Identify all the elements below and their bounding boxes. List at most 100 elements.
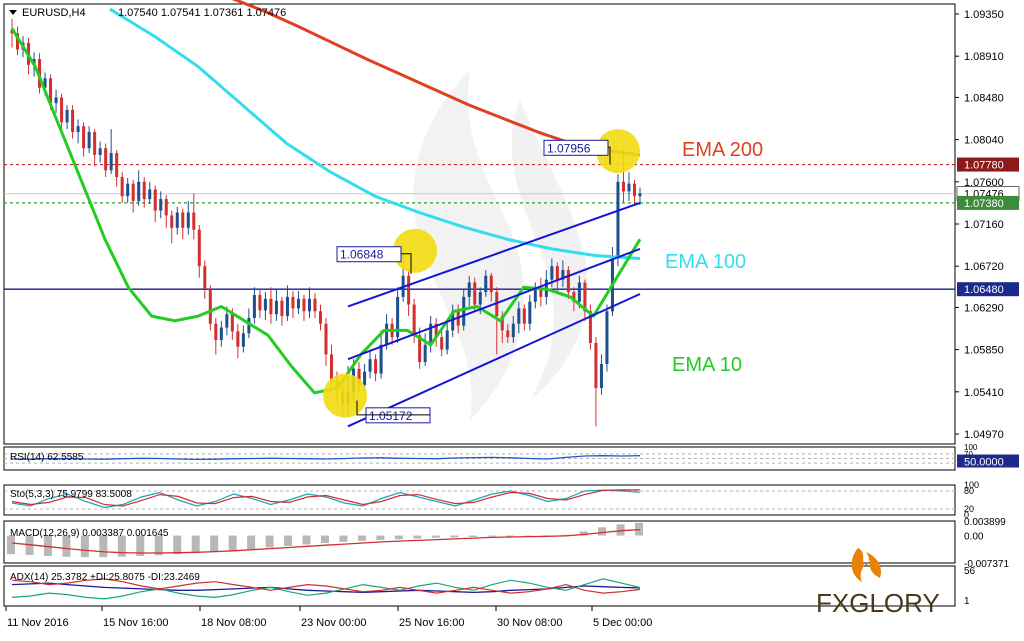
- macd-histogram-bar: [505, 535, 514, 537]
- time-axis-label: 11 Nov 2016: [7, 617, 69, 629]
- candle-body: [225, 314, 229, 328]
- candle-body: [632, 183, 637, 197]
- candle-body: [588, 311, 592, 343]
- macd-histogram-bar: [7, 535, 15, 555]
- rsi-line: [11, 455, 641, 461]
- annotation-label: 1.05172: [369, 409, 413, 423]
- price-axis-tick-label: 1.07160: [964, 219, 1004, 231]
- candle-body: [164, 199, 168, 216]
- fxglory-logo: FXGLORY: [816, 548, 940, 618]
- time-axis-label: 5 Dec 00:00: [593, 617, 652, 629]
- price-axis-tick-label: 1.04970: [964, 429, 1004, 441]
- candle-body: [638, 193, 642, 197]
- price-axis-tick-label: 1.08480: [964, 92, 1004, 104]
- candle-body: [517, 308, 521, 324]
- time-axis: 11 Nov 2016 15 Nov 16:00 18 Nov 08:00 23 No…: [5, 606, 652, 629]
- candle-body: [71, 109, 75, 132]
- macd-signal-line: [11, 528, 641, 554]
- candle-body: [374, 359, 378, 374]
- candle-body: [285, 296, 289, 317]
- candle-body: [572, 292, 576, 302]
- candle-body: [434, 323, 438, 338]
- candle-body: [506, 330, 510, 338]
- candle-body: [621, 181, 625, 192]
- time-axis-label: 23 Nov 00:00: [301, 617, 366, 629]
- time-axis-label: 25 Nov 16:00: [399, 617, 464, 629]
- candle-body: [142, 181, 146, 200]
- menu-triangle-icon[interactable]: [9, 10, 17, 15]
- candle-body: [379, 344, 383, 374]
- ema200-label: EMA 200: [682, 139, 763, 161]
- price-tag-box: [957, 195, 1019, 210]
- candle-body: [109, 153, 113, 171]
- candle-body: [104, 148, 108, 171]
- annotation-hook: [608, 146, 611, 165]
- candle-body: [263, 298, 267, 311]
- price-tag-box: [957, 282, 1019, 297]
- candle-body: [313, 298, 317, 312]
- time-axis-label: 30 Nov 08:00: [497, 617, 562, 629]
- candle-body: [423, 344, 427, 363]
- candle-body: [500, 316, 504, 331]
- candle-body: [550, 266, 554, 280]
- macd-histogram-bar: [284, 535, 293, 546]
- macd-histogram-bar: [136, 535, 145, 557]
- rsi-axis-label: 100: [964, 443, 978, 452]
- macd-axis-label: 0.00: [964, 532, 984, 543]
- macd-histogram-bar: [468, 535, 477, 538]
- price-tag-label: 1.07780: [964, 160, 1004, 172]
- macd-histogram-bar: [173, 535, 182, 555]
- candle-body: [126, 183, 130, 197]
- candle-body: [214, 323, 218, 341]
- candle-body: [181, 212, 185, 228]
- candle-body: [131, 183, 135, 201]
- candle-body: [186, 212, 190, 228]
- macd-histogram-bar: [450, 535, 459, 538]
- candle-body: [203, 266, 207, 290]
- candle-body: [197, 229, 201, 267]
- candle-body: [599, 364, 603, 388]
- candle-body: [76, 126, 80, 132]
- annotation-hook: [401, 253, 412, 274]
- candle-body: [445, 330, 449, 350]
- price-tag-box: [957, 157, 1019, 172]
- macd-histogram-bar: [616, 524, 625, 536]
- indicator-panel-frame: [3, 484, 956, 516]
- candle-body: [555, 266, 559, 280]
- macd-label: MACD(12,26,9) 0.003387 0.001645: [10, 528, 169, 539]
- macd-histogram-bar: [339, 535, 348, 542]
- candle-body: [511, 323, 515, 338]
- rsi-label: RSI(14) 62.5585: [10, 452, 84, 463]
- macd-histogram-bar: [80, 535, 89, 558]
- candle-body: [429, 323, 433, 345]
- macd-histogram-bar: [302, 535, 311, 545]
- stoch-axis-label: 100: [964, 480, 979, 490]
- candle-body: [252, 294, 256, 318]
- candle-body: [274, 300, 278, 315]
- annotation-label: 1.06848: [340, 248, 384, 262]
- candle-body: [148, 189, 152, 200]
- candle-body: [318, 311, 323, 324]
- candle-body: [43, 78, 47, 88]
- candle-body: [170, 215, 174, 228]
- adx-minus-di-line: [11, 578, 641, 594]
- price-axis-tick-label: 1.05410: [964, 387, 1004, 399]
- stoch-axis-label: 80: [964, 486, 974, 496]
- macd-histogram-bar: [394, 535, 403, 540]
- candle-body: [93, 131, 97, 155]
- macd-histogram-bar: [210, 535, 219, 552]
- macd-histogram-bar: [117, 535, 126, 557]
- candle-body: [407, 275, 411, 305]
- candle-body: [192, 212, 196, 230]
- candle-body: [528, 301, 532, 324]
- macd-axis-label: 0.003899: [964, 517, 1006, 528]
- candle-body: [159, 199, 163, 211]
- candle-body: [357, 368, 361, 386]
- macd-histogram-bar: [154, 535, 163, 556]
- candle-body: [302, 298, 306, 312]
- price-axis-tick-label: 1.09350: [964, 9, 1004, 21]
- candle-body: [522, 308, 526, 324]
- candle-body: [153, 189, 157, 211]
